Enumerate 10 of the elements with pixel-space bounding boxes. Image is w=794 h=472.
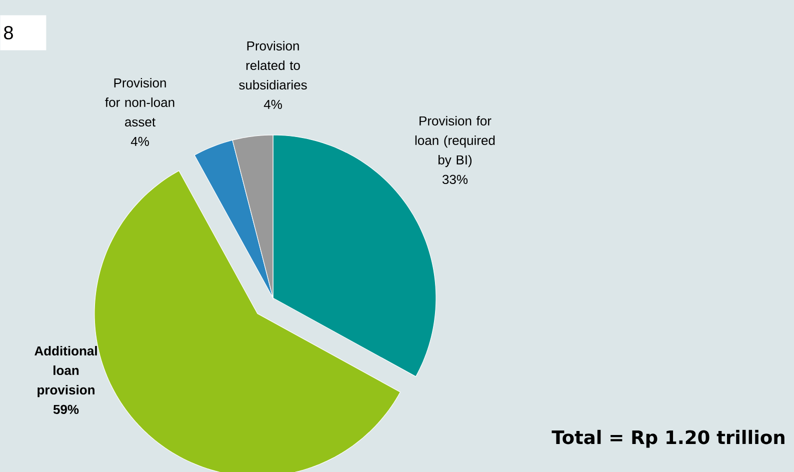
data-label: 59% [53, 404, 79, 414]
slice-label: Provision for loan (required by BI) [415, 116, 495, 168]
data-label: 33% [442, 174, 468, 184]
data-label: 4% [130, 136, 149, 146]
slice-label: Provision related to subsidiaries [239, 40, 307, 90]
slice-label: Additional loan provision [34, 346, 97, 398]
text: Total = Rp 1.20 trillion [552, 430, 784, 448]
slice-label: Provision for non-loan asset [105, 78, 174, 127]
data-label: 4% [264, 100, 282, 109]
text: 8 [4, 26, 13, 40]
